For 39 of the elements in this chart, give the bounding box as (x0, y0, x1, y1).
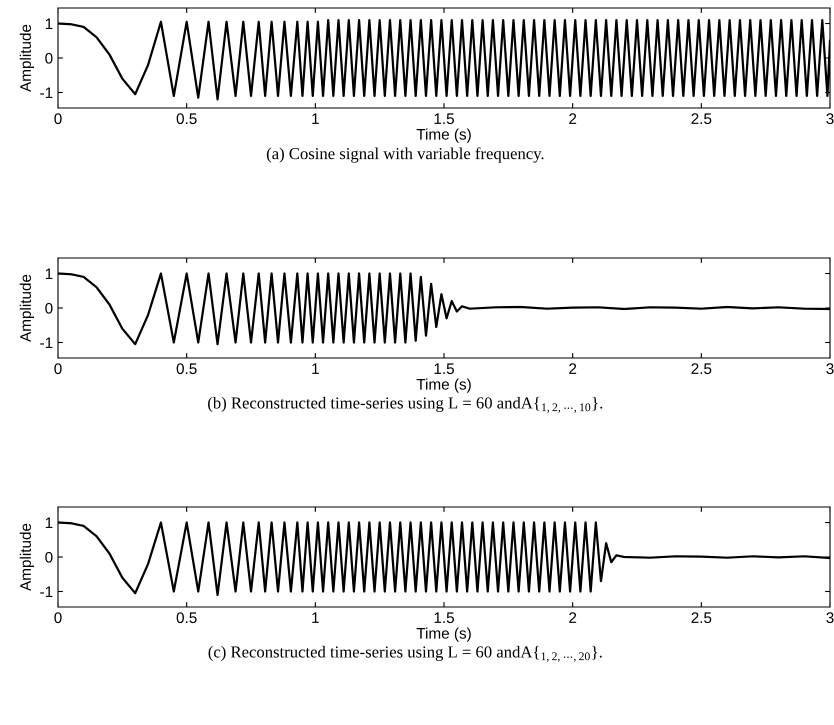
x-axis-title: Time (s) (416, 128, 471, 143)
y-tick-label: 0 (45, 302, 53, 314)
x-tick-label: 2.5 (691, 363, 712, 374)
x-tick-label: 0 (54, 113, 62, 124)
x-tick-label: 1 (312, 113, 319, 124)
y-axis-title: Amplitude (20, 274, 34, 342)
x-tick-label: 1.5 (434, 612, 454, 624)
y-tick-label: 0 (45, 52, 53, 64)
x-tick-label: 0.5 (176, 363, 197, 374)
y-tick-label: -1 (40, 586, 52, 598)
x-tick-label: 2.5 (691, 113, 712, 124)
text: (a) Cosine signal with variable frequency. (266, 147, 544, 163)
x-tick-label: 0.5 (176, 612, 197, 624)
x-tick-label: 0 (54, 363, 62, 374)
x-tick-label: 2 (569, 113, 576, 124)
x-axis-title: Time (s) (416, 627, 471, 642)
x-tick-label: 2 (569, 363, 576, 374)
x-tick-label: 1.5 (434, 113, 454, 124)
y-axis-title: Amplitude (20, 524, 34, 591)
y-tick-label: -1 (40, 88, 52, 98)
y-axis-title: Amplitude (20, 24, 34, 92)
x-tick-label: 3 (826, 363, 834, 374)
y-tick-label: 1 (46, 518, 52, 528)
y-tick-label: 1 (46, 18, 52, 30)
x-tick-label: 0 (54, 612, 62, 624)
y-tick-label: 0 (45, 552, 53, 563)
x-tick-label: 1.5 (434, 363, 454, 374)
x-tick-label: 2.5 (691, 612, 712, 624)
x-axis-title: Time (s) (416, 378, 471, 393)
x-tick-label: 0.5 (176, 113, 197, 124)
text: (b) Reconstructed time-series using L = 60 andA{$_{1,2,⋯,10}$}. (208, 396, 602, 413)
x-tick-label: 2 (569, 612, 576, 623)
x-tick-label: 1 (312, 363, 319, 374)
text: (c) Reconstructed time-series using L = 60 andA{$_{1,2,⋯,20}$}. (208, 646, 602, 662)
x-tick-label: 3 (826, 113, 834, 124)
x-tick-label: 1 (312, 612, 319, 623)
y-tick-label: -1 (40, 338, 52, 348)
y-tick-label: 1 (46, 268, 52, 280)
x-tick-label: 3 (826, 612, 834, 624)
